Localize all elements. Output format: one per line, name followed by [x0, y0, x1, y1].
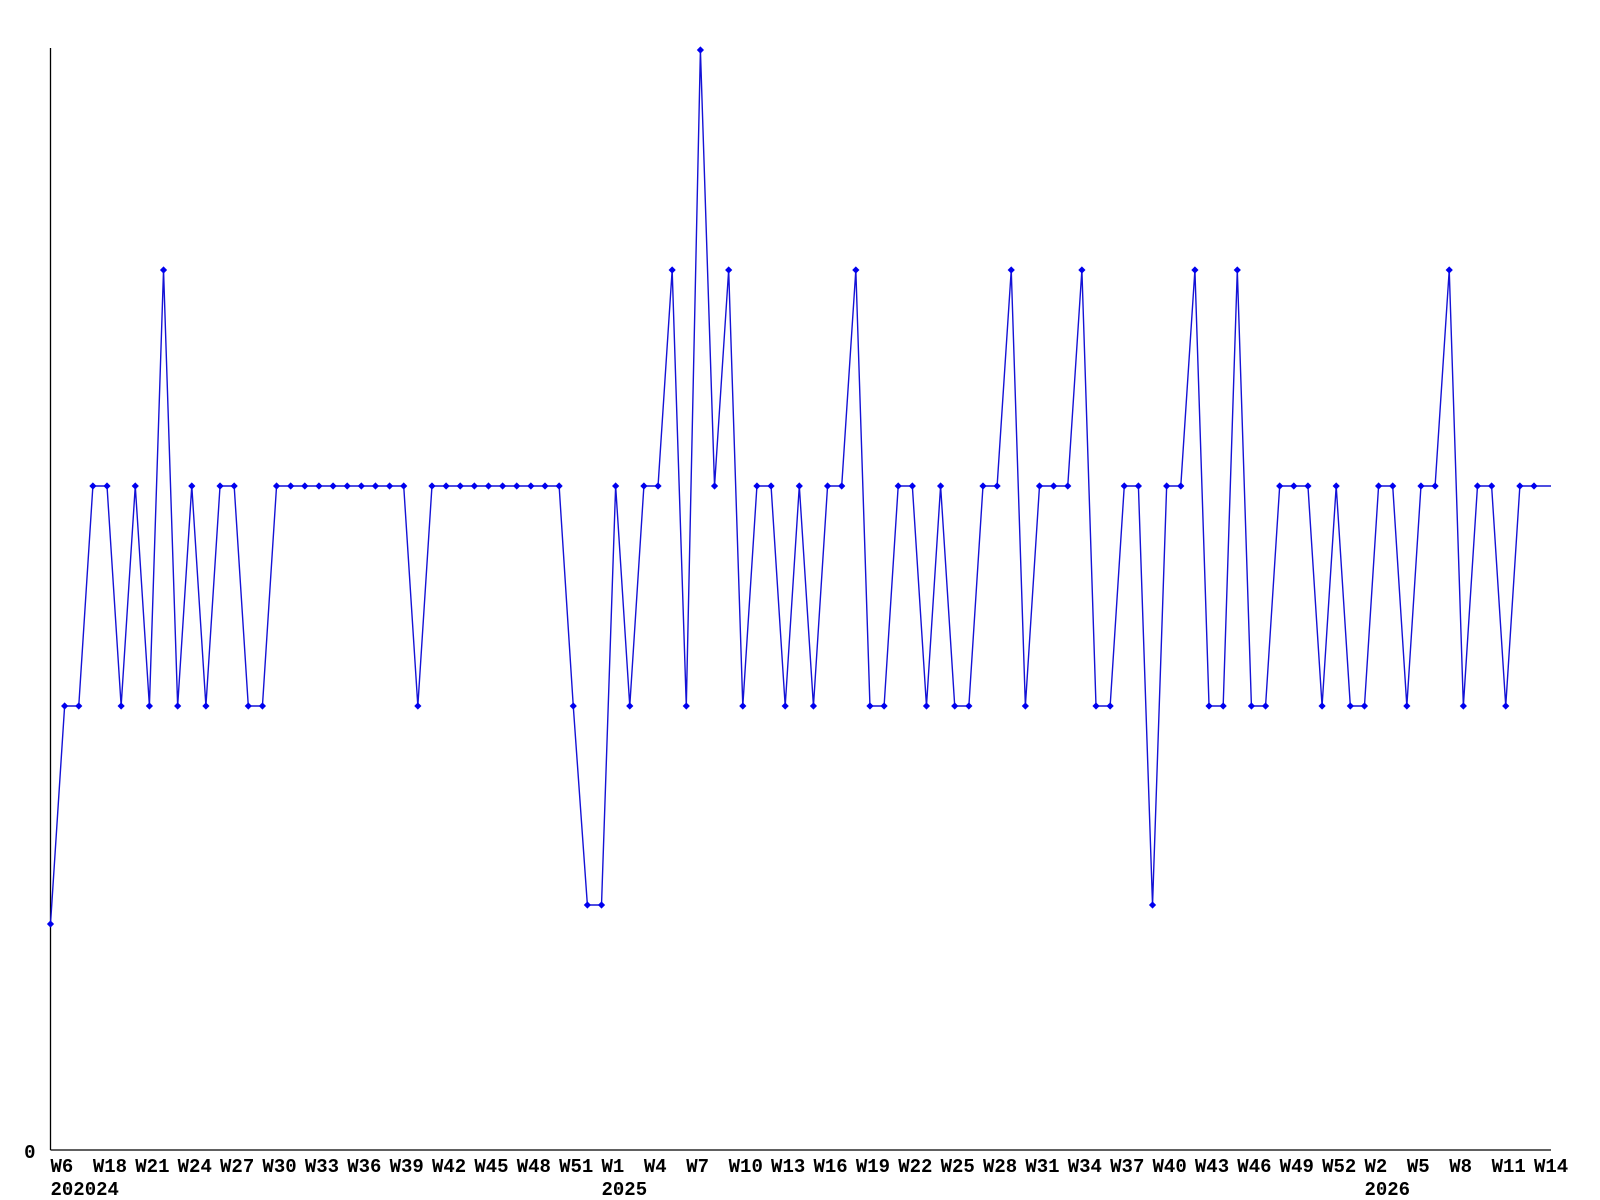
svg-text:W25: W25	[941, 1156, 975, 1178]
svg-text:W7: W7	[686, 1156, 709, 1178]
svg-text:W48: W48	[517, 1156, 551, 1178]
svg-text:W31: W31	[1025, 1156, 1059, 1178]
svg-text:W39: W39	[390, 1156, 424, 1178]
svg-text:W42: W42	[432, 1156, 466, 1178]
svg-text:0: 0	[24, 1142, 35, 1164]
svg-text:2025: 2025	[602, 1179, 648, 1200]
svg-text:W8: W8	[1449, 1156, 1472, 1178]
svg-text:W30: W30	[262, 1156, 296, 1178]
svg-text:W27: W27	[220, 1156, 254, 1178]
svg-text:W24: W24	[178, 1156, 212, 1178]
svg-text:W10: W10	[729, 1156, 763, 1178]
svg-text:2026: 2026	[1364, 1179, 1410, 1200]
svg-text:W37: W37	[1110, 1156, 1144, 1178]
svg-text:W46: W46	[1237, 1156, 1271, 1178]
svg-text:W21: W21	[135, 1156, 169, 1178]
svg-text:W19: W19	[856, 1156, 890, 1178]
svg-text:W33: W33	[305, 1156, 339, 1178]
svg-text:W22: W22	[898, 1156, 932, 1178]
svg-text:W49: W49	[1280, 1156, 1314, 1178]
svg-text:W43: W43	[1195, 1156, 1229, 1178]
svg-text:W13: W13	[771, 1156, 805, 1178]
svg-text:W2: W2	[1364, 1156, 1387, 1178]
svg-text:W18: W18	[93, 1156, 127, 1178]
svg-text:W45: W45	[474, 1156, 508, 1178]
svg-text:W11: W11	[1492, 1156, 1526, 1178]
svg-text:W1: W1	[602, 1156, 625, 1178]
svg-text:W36: W36	[347, 1156, 381, 1178]
svg-text:W40: W40	[1153, 1156, 1187, 1178]
svg-text:W34: W34	[1068, 1156, 1102, 1178]
svg-text:W4: W4	[644, 1156, 667, 1178]
svg-text:202024: 202024	[51, 1179, 119, 1200]
svg-text:W51: W51	[559, 1156, 593, 1178]
svg-text:W14: W14	[1534, 1156, 1568, 1178]
svg-text:W52: W52	[1322, 1156, 1356, 1178]
svg-text:W28: W28	[983, 1156, 1017, 1178]
svg-text:W5: W5	[1407, 1156, 1430, 1178]
svg-text:W16: W16	[813, 1156, 847, 1178]
svg-text:W6: W6	[51, 1156, 74, 1178]
